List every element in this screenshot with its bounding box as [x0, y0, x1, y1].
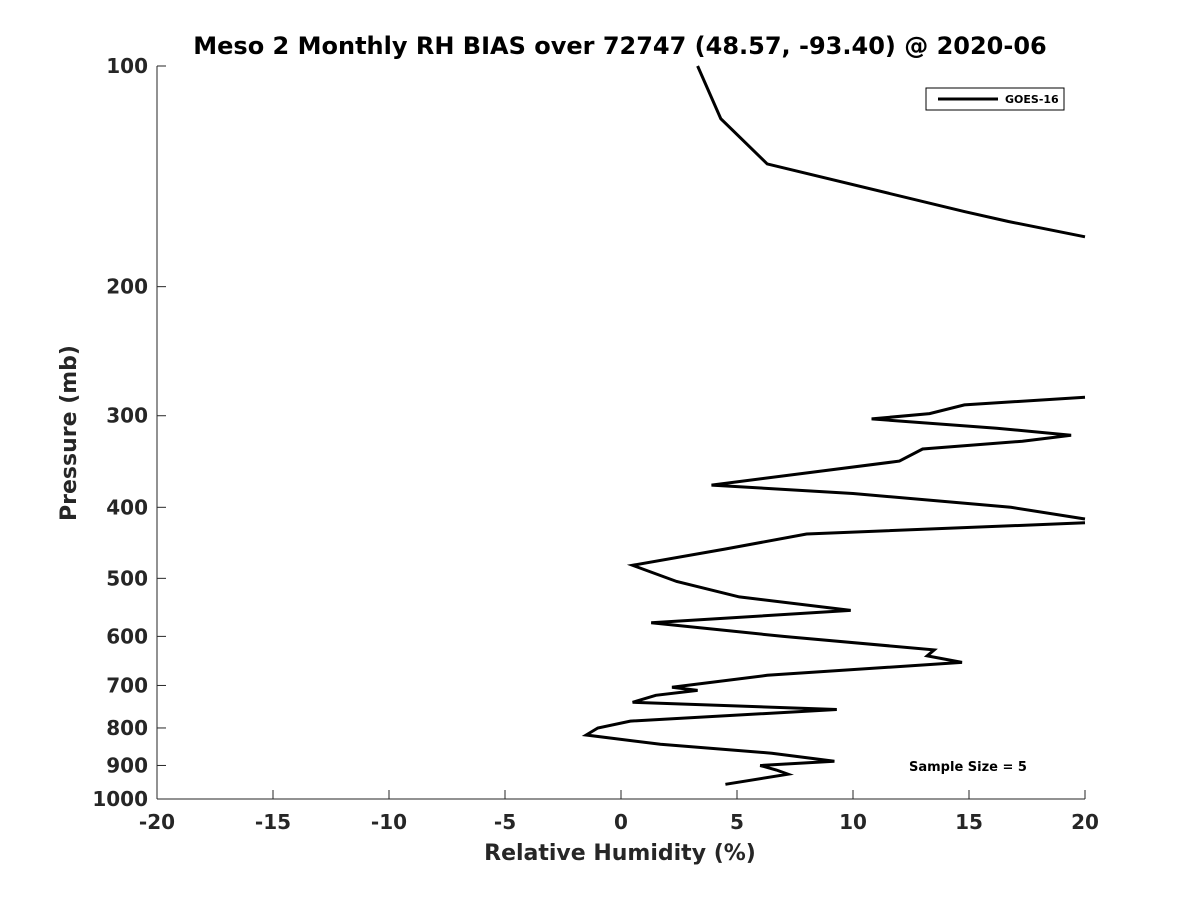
x-tick-label: 20 [1071, 810, 1099, 834]
sample-size-annotation: Sample Size = 5 [909, 760, 1027, 775]
series-line-goes-16-segment-1 [696, 65, 1086, 239]
axes [156, 66, 1085, 800]
y-tick-label: 500 [106, 566, 148, 590]
y-axis-label: Pressure (mb) [57, 345, 82, 521]
x-tick-label: 10 [839, 810, 867, 834]
x-axis-ticks: -20 -15 -10 -5 0 5 10 15 20 [139, 790, 1099, 834]
x-tick-label: -20 [139, 810, 175, 834]
y-tick-label: 800 [106, 716, 148, 740]
x-axis-label: Relative Humidity (%) [484, 841, 756, 866]
y-tick-label: 200 [106, 275, 148, 299]
y-tick-label: 700 [106, 673, 148, 697]
x-tick-label: 0 [614, 810, 628, 834]
y-tick-label: 100 [106, 54, 148, 78]
series-line-goes-16-segment-3 [581, 521, 1086, 786]
x-tick-label: -10 [371, 810, 407, 834]
chart-title: Meso 2 Monthly RH BIAS over 72747 (48.57… [193, 32, 1046, 60]
legend: GOES-16 [925, 87, 1065, 111]
y-tick-label: 300 [106, 404, 148, 428]
x-tick-label: -15 [255, 810, 291, 834]
y-tick-label: 1000 [92, 787, 148, 811]
x-tick-label: 5 [730, 810, 744, 834]
x-tick-label: -5 [494, 810, 516, 834]
y-tick-label: 900 [106, 753, 148, 777]
series-line-goes-16-segment-2 [711, 395, 1086, 521]
y-tick-label: 600 [106, 624, 148, 648]
series-group [581, 65, 1086, 786]
y-tick-label: 400 [106, 495, 148, 519]
y-axis-ticks: 100 200 300 400 500 600 700 800 900 1000 [92, 54, 166, 811]
legend-label-goes-16: GOES-16 [1005, 93, 1059, 106]
x-tick-label: 15 [955, 810, 983, 834]
